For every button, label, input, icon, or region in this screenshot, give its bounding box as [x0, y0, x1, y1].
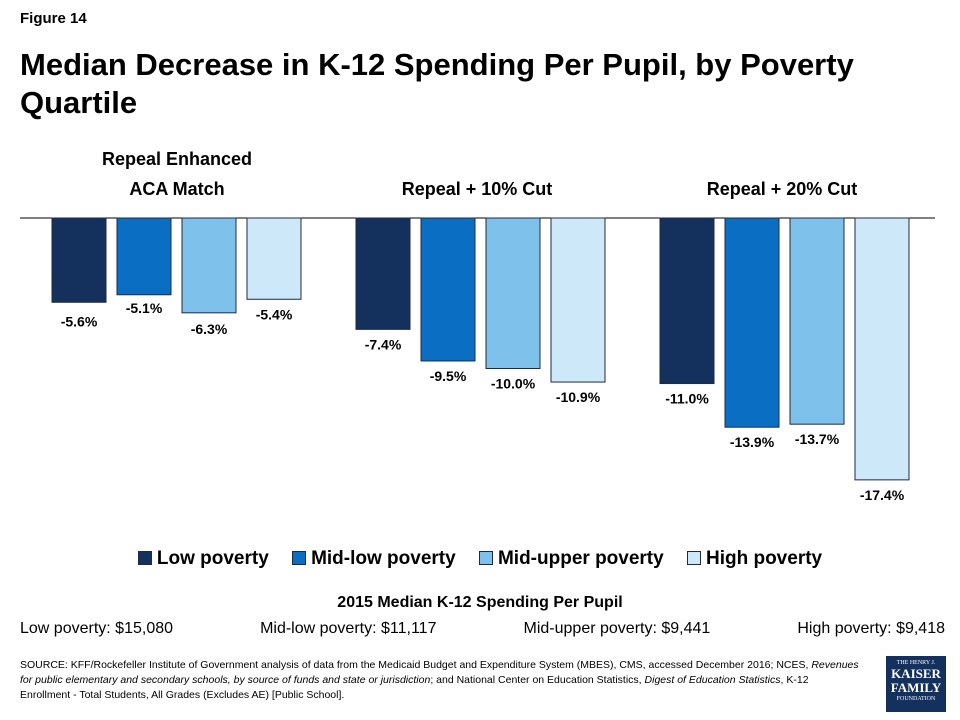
data-label: -9.5% [430, 368, 467, 384]
spending-label-mid-upper: Mid-upper poverty: [523, 620, 657, 637]
bar [789, 217, 845, 425]
spending-value-mid-low: $11,117 [381, 620, 437, 637]
bar [485, 217, 541, 369]
spending-title: 2015 Median K-12 Spending Per Pupil [337, 594, 623, 611]
spending-label-mid-low: Mid-low poverty: [260, 620, 377, 637]
data-label: -6.3% [191, 321, 228, 337]
bar [355, 217, 411, 330]
logo-line-2: KAISER [891, 666, 941, 681]
legend-swatch-high [686, 551, 701, 565]
legend-label-high: High poverty [705, 548, 823, 569]
spending-row: Low poverty: $15,080 Mid-low poverty: $1… [20, 620, 945, 638]
legend-label-mid-low: Mid-low poverty [311, 548, 456, 569]
legend-swatch-low [137, 551, 152, 565]
legend-item-mid-low-poverty: Mid-low poverty [292, 548, 456, 570]
spending-item-low: Low poverty: $15,080 [20, 620, 173, 638]
data-label: -17.4% [860, 487, 905, 503]
spending-label-high: High poverty: [797, 620, 892, 637]
legend-label-mid-upper: Mid-upper poverty [497, 548, 664, 569]
legend-item-low-poverty: Low poverty [137, 548, 269, 570]
figure-label: Figure 14 [20, 10, 87, 27]
spending-value-high: $9,418 [896, 620, 945, 637]
bar [246, 217, 302, 300]
category-label: Repeal + 10% Cut [402, 179, 553, 199]
source-middle: ; and National Center on Education Stati… [430, 674, 645, 686]
data-label: -10.0% [491, 376, 536, 392]
bar [550, 217, 606, 383]
chart-title: Median Decrease in K-12 Spending Per Pup… [20, 47, 854, 120]
source-italic-1: Revenues for public elementary and secon… [20, 659, 859, 686]
data-label: -10.9% [556, 389, 601, 405]
spending-item-high: High poverty: $9,418 [797, 620, 945, 638]
source-prefix: SOURCE: KFF/Rockefeller Institute of Gov… [20, 659, 812, 671]
legend-swatch-mid-upper [478, 551, 493, 565]
spending-value-mid-upper: $9,441 [661, 620, 711, 637]
source-note: SOURCE: KFF/Rockefeller Institute of Gov… [20, 658, 860, 703]
data-label: -13.9% [730, 434, 775, 450]
bar [420, 217, 476, 362]
kff-logo: THE HENRY J. KAISER FAMILY FOUNDATION [886, 656, 946, 712]
legend-label-low: Low poverty [156, 548, 269, 569]
data-label: -5.6% [61, 313, 98, 329]
category-label: Repeal + 20% Cut [707, 179, 858, 199]
bar [51, 217, 107, 303]
legend-item-mid-upper-poverty: Mid-upper poverty [478, 548, 664, 570]
bar-chart: Repeal Enhanced ACA Match Repeal + 10% Cut… [20, 149, 935, 503]
logo-line-4: FOUNDATION [896, 696, 936, 702]
source-suffix: , K-12 Enrollment - Total Students, All … [20, 674, 809, 701]
logo-line-3: FAMILY [890, 680, 942, 695]
bar [659, 217, 715, 385]
data-label: -5.4% [256, 306, 293, 322]
data-label: -11.0% [665, 391, 709, 407]
bar [116, 217, 172, 296]
spending-item-mid-low: Mid-low poverty: $11,117 [260, 620, 436, 638]
category-label: Repeal Enhanced ACA Match [102, 149, 252, 199]
data-label: -7.4% [365, 336, 402, 352]
legend-swatch-mid-low [292, 551, 307, 565]
spending-label-low: Low poverty: [20, 620, 111, 637]
spending-item-mid-upper: Mid-upper poverty: $9,441 [524, 620, 711, 638]
spending-value-low: $15,080 [115, 620, 174, 637]
logo-line-1: THE HENRY J. [896, 660, 936, 666]
chart-legend: Low poverty Mid-low poverty Mid-upper po… [0, 548, 960, 570]
bar [724, 217, 780, 428]
bar [181, 217, 237, 314]
source-italic-2: Digest of Education Statistics [644, 674, 781, 686]
data-label: -5.1% [126, 300, 163, 316]
legend-item-high-poverty: High poverty [686, 548, 823, 570]
data-label: -13.7% [795, 431, 840, 447]
bar [854, 217, 910, 481]
